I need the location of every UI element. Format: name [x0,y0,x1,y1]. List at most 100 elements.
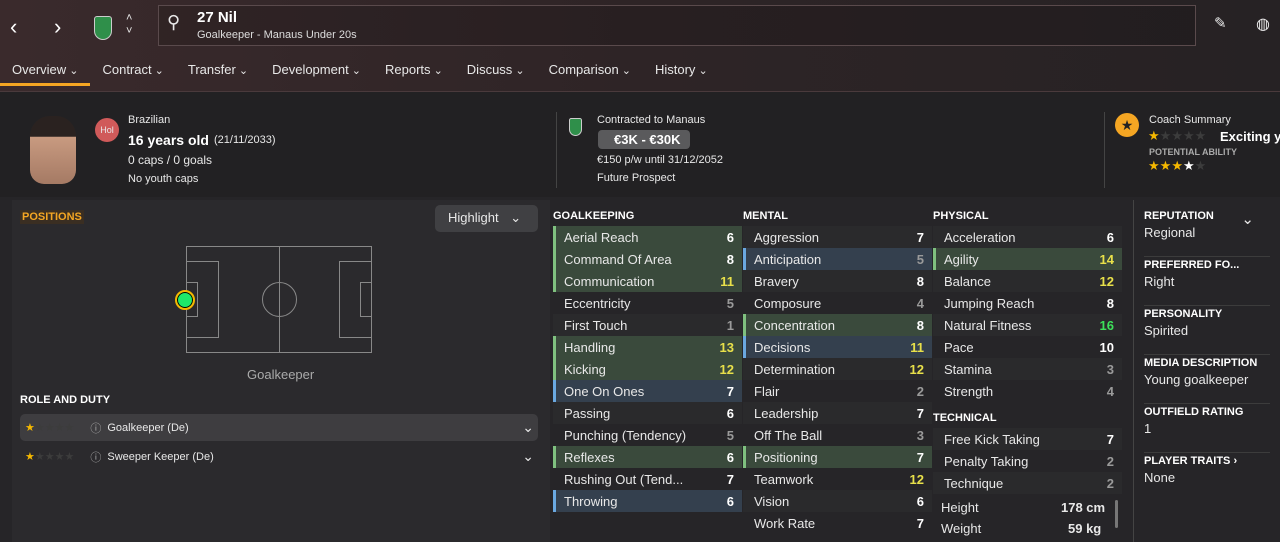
attribute-row[interactable]: Communication 11 [553,270,742,292]
attribute-row[interactable]: Agility 14 [933,248,1122,270]
attribute-row[interactable]: Strength 4 [933,380,1122,402]
attribute-name: Composure [754,295,822,311]
attribute-row[interactable]: Throwing 6 [553,490,742,512]
attribute-value: 1 [726,317,734,333]
attribute-row[interactable]: Decisions 11 [743,336,932,358]
tab-development[interactable]: Development ⌄ [260,58,373,86]
attribute-row[interactable]: Command Of Area 8 [553,248,742,270]
positions-link[interactable]: POSITIONS [20,210,84,224]
attribute-name: Rushing Out (Tend... [564,471,684,487]
attribute-value: 11 [910,339,924,355]
scrollbar[interactable] [1115,500,1118,528]
attribute-row[interactable]: Balance 12 [933,270,1122,292]
position-name: Goalkeeper [247,367,315,382]
tab-label: Comparison [548,62,619,77]
player-search[interactable]: ⚲ 27 Nil Goalkeeper - Manaus Under 20s [158,5,1196,46]
star-icon: ★ [34,451,45,463]
tab-discuss[interactable]: Discuss ⌄ [455,58,537,86]
attribute-row[interactable]: Handling 13 [553,336,742,358]
attribute-row[interactable]: Jumping Reach 8 [933,292,1122,314]
info-player-traits-[interactable]: PLAYER TRAITS › None [1144,453,1270,502]
attribute-row[interactable]: Work Rate 7 [743,512,932,534]
tab-label: Discuss [466,62,513,77]
tab-history[interactable]: History ⌄ [643,58,720,86]
attribute-row[interactable]: Punching (Tendency) 5 [553,424,742,446]
attribute-row[interactable]: Vision 6 [743,490,932,512]
chevron-down-icon: ⌄ [618,65,631,77]
attribute-value: 12 [1099,273,1114,289]
chevron-down-icon[interactable]: ⌄ [1241,211,1254,228]
attribute-value: 6 [726,229,734,245]
attribute-row[interactable]: Composure 4 [743,292,932,314]
chevron-down-icon: ⌄ [66,65,79,77]
info-icon[interactable]: ⓘ [90,422,102,435]
attribute-row[interactable]: Eccentricity 5 [553,292,742,314]
group-title: PHYSICAL [933,210,989,222]
forward-icon[interactable]: › [54,14,62,39]
attribute-row[interactable]: Leadership 7 [743,402,932,424]
header: ‹ › ˄ ˅ ⚲ 27 Nil Goalkeeper - Manaus Unde… [0,0,1280,92]
attribute-row[interactable]: Stamina 3 [933,358,1122,380]
chevron-down-icon[interactable]: ⌄ [522,448,534,464]
attribute-row[interactable]: Kicking 12 [553,358,742,380]
attribute-row[interactable]: Technique 2 [933,472,1122,494]
tab-overview[interactable]: Overview ⌄ [0,58,91,86]
attribute-value: 8 [726,251,734,267]
attribute-name: Stamina [944,361,992,377]
tab-contract[interactable]: Contract ⌄ [90,58,175,86]
squad-status: Future Prospect [597,172,676,184]
attribute-value: 10 [1099,339,1114,355]
attribute-name: Anticipation [754,251,822,267]
attribute-row[interactable]: Acceleration 6 [933,226,1122,248]
star-icon: ★ [1194,128,1207,143]
attribute-row[interactable]: Aerial Reach 6 [553,226,742,248]
attribute-row[interactable]: Bravery 8 [743,270,932,292]
attribute-row[interactable]: Pace 10 [933,336,1122,358]
attribute-row[interactable]: Natural Fitness 16 [933,314,1122,336]
attribute-name: Jumping Reach [944,295,1035,311]
attribute-value: 2 [1106,453,1114,469]
attribute-row[interactable]: Passing 6 [553,402,742,424]
attribute-row[interactable]: Anticipation 5 [743,248,932,270]
attribute-row[interactable]: Flair 2 [743,380,932,402]
attribute-row[interactable]: One On Ones 7 [553,380,742,402]
attribute-row[interactable]: Off The Ball 3 [743,424,932,446]
edit-icon[interactable]: ✎ [1214,15,1227,32]
tab-comparison[interactable]: Comparison ⌄ [537,58,643,86]
attribute-row[interactable]: Determination 12 [743,358,932,380]
attribute-row[interactable]: Free Kick Taking 7 [933,428,1122,450]
info-icon[interactable]: ⓘ [90,451,102,464]
role-row[interactable]: ★★★★★ ⓘ Goalkeeper (De) ⌄ [20,414,538,441]
highlight-dropdown[interactable]: Highlight ⌄ [435,205,538,232]
attribute-row[interactable]: Teamwork 12 [743,468,932,490]
attribute-row[interactable]: Reflexes 6 [553,446,742,468]
globe-icon[interactable]: ◍ [1256,16,1270,33]
star-icon: ★ [54,422,65,434]
prev-next-arrows-icon[interactable]: ˄ ˅ [126,12,133,37]
attribute-row[interactable]: Penalty Taking 2 [933,450,1122,472]
attribute-name: Leadership [754,405,819,421]
attribute-name: Passing [564,405,611,421]
role-row[interactable]: ★★★★★ ⓘ Sweeper Keeper (De) ⌄ [20,443,538,470]
potential-ability-stars: ★★★★★ [1148,158,1206,174]
star-icon: ★ [25,451,35,463]
chevron-down-icon[interactable]: ⌄ [522,419,534,435]
attribute-value: 7 [916,229,924,245]
star-icon: ★ [1159,128,1172,143]
info-media-description: MEDIA DESCRIPTION Young goalkeeper [1144,355,1270,404]
attribute-row[interactable]: Concentration 8 [743,314,932,336]
attribute-name: Throwing [564,493,618,509]
attribute-value: 7 [916,405,924,421]
chevron-down-icon: ⌄ [430,65,443,77]
attribute-row[interactable]: First Touch 1 [553,314,742,336]
tab-reports[interactable]: Reports ⌄ [373,58,455,86]
attribute-value: 7 [1106,431,1114,447]
back-icon[interactable]: ‹ [10,14,18,39]
attribute-row[interactable]: Rushing Out (Tend... 7 [553,468,742,490]
info-label: REPUTATION [1144,210,1214,222]
attribute-name: Concentration [754,317,835,333]
tab-transfer[interactable]: Transfer ⌄ [176,58,260,86]
goalkeeper-position-marker[interactable] [175,290,195,310]
attribute-row[interactable]: Positioning 7 [743,446,932,468]
attribute-row[interactable]: Aggression 7 [743,226,932,248]
